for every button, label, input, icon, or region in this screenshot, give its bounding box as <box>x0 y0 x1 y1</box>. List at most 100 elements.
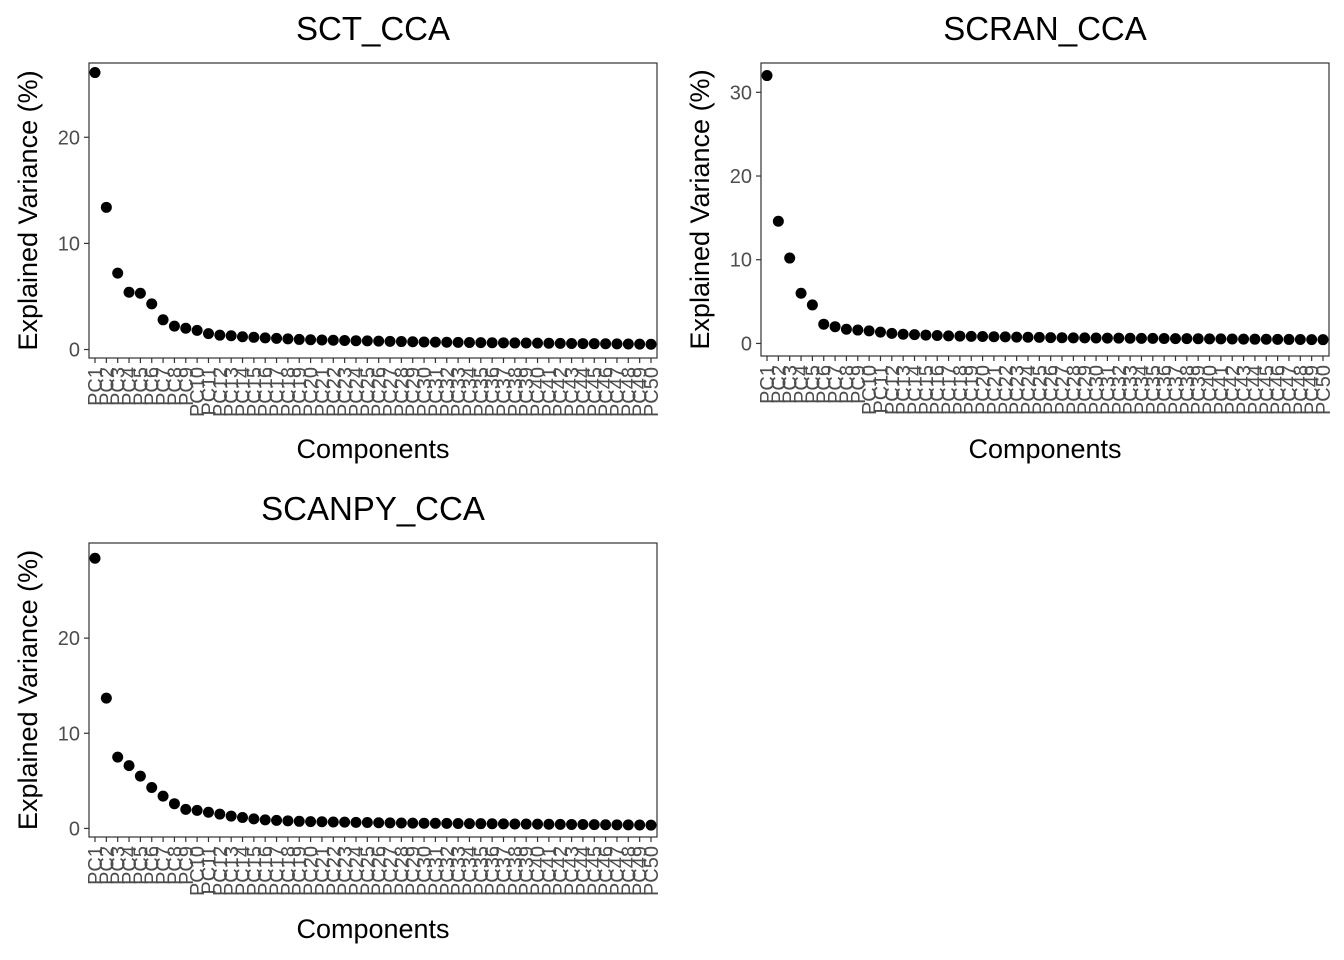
data-point-pc8 <box>168 798 180 810</box>
data-point-pc41 <box>543 818 555 830</box>
x-tick-label: PC48 <box>1290 365 1312 415</box>
x-tick-label: PC22 <box>323 367 345 417</box>
x-tick-label: PC14 <box>233 846 255 896</box>
data-point-pc50 <box>1317 334 1329 346</box>
data-point-pc20 <box>305 334 317 346</box>
data-point-pc48 <box>622 338 634 350</box>
x-tick-label: PC40 <box>528 846 550 896</box>
data-point-pc25 <box>1033 331 1045 343</box>
data-point-pc14 <box>909 329 921 341</box>
x-tick-label: PC32 <box>437 367 459 417</box>
x-tick-label: PC16 <box>255 846 277 896</box>
data-point-pc23 <box>1011 331 1023 343</box>
data-point-pc21 <box>316 816 328 828</box>
x-tick-label: PC46 <box>596 367 618 417</box>
x-tick-label: PC17 <box>267 367 289 417</box>
x-tick-label: PC18 <box>950 365 972 415</box>
data-point-pc49 <box>634 819 646 831</box>
x-tick-label: PC1 <box>85 846 107 885</box>
x-tick-label: PC41 <box>539 367 561 417</box>
y-tick-label: 10 <box>58 723 80 745</box>
x-tick-label: PC32 <box>437 846 459 896</box>
y-tick-label: 0 <box>69 340 80 362</box>
data-point-pc7 <box>829 321 841 333</box>
x-tick-label: PC34 <box>459 846 481 896</box>
y-axis-title: Explained Variance (%) <box>13 70 43 350</box>
x-tick-label: PC28 <box>1063 365 1085 415</box>
data-point-pc7 <box>157 790 169 802</box>
x-tick-label: PC15 <box>916 365 938 415</box>
x-tick-label: PC41 <box>1211 365 1233 415</box>
x-tick-label: PC1 <box>757 365 779 404</box>
data-point-pc16 <box>931 329 943 341</box>
data-point-pc32 <box>441 817 453 829</box>
data-point-pc19 <box>293 815 305 827</box>
x-tick-label: PC30 <box>414 367 436 417</box>
x-tick-label: PC21 <box>312 846 334 896</box>
x-tick-label: PC23 <box>1007 365 1029 415</box>
data-point-pc12 <box>214 808 226 820</box>
x-tick-label: PC49 <box>630 846 652 896</box>
data-point-pc39 <box>520 818 532 830</box>
y-tick-label: 10 <box>730 250 752 272</box>
data-point-pc36 <box>486 818 498 830</box>
x-tick-label: PC25 <box>1029 365 1051 415</box>
x-tick-label: PC21 <box>984 365 1006 415</box>
data-point-pc42 <box>1226 333 1238 345</box>
x-tick-label: PC27 <box>380 846 402 896</box>
data-point-pc12 <box>886 327 898 339</box>
x-tick-label: PC37 <box>493 846 515 896</box>
x-tick-label: PC34 <box>1131 365 1153 415</box>
x-tick-label: PC28 <box>391 367 413 417</box>
data-point-pc25 <box>361 817 373 829</box>
x-tick-label: PC45 <box>584 367 606 417</box>
data-point-pc47 <box>1283 333 1295 345</box>
x-tick-label: PC2 <box>96 846 118 885</box>
x-tick-label: PC25 <box>357 846 379 896</box>
data-point-pc44 <box>577 338 589 350</box>
data-point-pc36 <box>486 337 498 349</box>
data-point-pc34 <box>463 818 475 830</box>
x-tick-label: PC8 <box>164 846 186 885</box>
x-tick-label: PC20 <box>301 846 323 896</box>
x-tick-label: PC33 <box>448 367 470 417</box>
data-point-pc24 <box>1022 331 1034 343</box>
data-point-pc22 <box>999 331 1011 343</box>
y-axis-title: Explained Variance (%) <box>13 550 43 830</box>
x-tick-label: PC46 <box>596 846 618 896</box>
data-point-pc40 <box>532 818 544 830</box>
x-tick-label: PC47 <box>607 846 629 896</box>
data-point-pc19 <box>965 330 977 342</box>
x-tick-label: PC41 <box>539 846 561 896</box>
x-tick-label: PC19 <box>289 367 311 417</box>
data-point-pc33 <box>452 336 464 348</box>
data-point-pc39 <box>1192 333 1204 345</box>
data-point-pc27 <box>384 335 396 347</box>
x-tick-label: PC42 <box>550 367 572 417</box>
data-point-pc10 <box>191 324 203 336</box>
data-point-pc38 <box>1181 333 1193 345</box>
x-tick-label: PC8 <box>164 367 186 406</box>
data-point-pc3 <box>112 267 124 279</box>
data-point-pc32 <box>441 336 453 348</box>
data-point-pc26 <box>1045 332 1057 344</box>
y-tick-label: 0 <box>69 818 80 840</box>
chart-title: SCRAN_CCA <box>943 10 1147 47</box>
x-tick-label: PC38 <box>505 846 527 896</box>
y-tick-label: 20 <box>730 166 752 188</box>
data-point-pc33 <box>1124 332 1136 344</box>
data-point-pc9 <box>180 803 192 815</box>
data-point-pc31 <box>429 336 441 348</box>
data-point-pc9 <box>852 324 864 336</box>
data-point-pc29 <box>1079 332 1091 344</box>
data-point-pc24 <box>350 816 362 828</box>
data-point-pc45 <box>1260 333 1272 345</box>
x-tick-label: PC13 <box>893 365 915 415</box>
x-tick-label: PC17 <box>939 365 961 415</box>
x-tick-label: PC38 <box>505 367 527 417</box>
x-tick-label: PC48 <box>618 367 640 417</box>
x-tick-label: PC16 <box>255 367 277 417</box>
x-tick-label: PC11 <box>198 367 220 416</box>
data-point-pc31 <box>429 817 441 829</box>
x-tick-label: PC39 <box>516 367 538 417</box>
